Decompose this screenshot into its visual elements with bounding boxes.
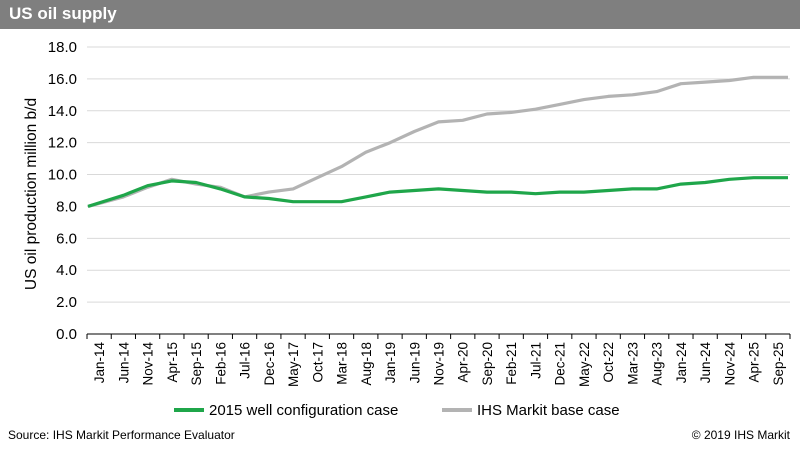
y-axis-ticks: 0.0 2.0 4.0 6.0 8.0 10.0 12.0 14.0 16.0 18.0: [48, 39, 77, 343]
y-tick-label: 16.0: [48, 71, 77, 88]
x-tick-label: Oct-17: [310, 342, 325, 383]
line-chart: 0.0 2.0 4.0 6.0 8.0 10.0 12.0 14.0 16.0 18.0 Jan-…: [23, 39, 791, 387]
x-tick-label: Feb-21: [504, 342, 519, 385]
x-tick-label: Nov-19: [432, 342, 447, 386]
x-tick-label: Feb-16: [213, 342, 228, 385]
gridlines: [87, 46, 790, 303]
legend-label: 2015 well configuration case: [209, 402, 399, 419]
x-axis-ticks: Jan-14 Jun-14 Nov-14 Apr-15 Sep-15 Feb-16 Jul-…: [86, 334, 791, 387]
legend-item-base-case: IHS Markit base case: [442, 402, 620, 419]
x-tick-label: Jul-16: [238, 342, 253, 379]
x-tick-label: Mar-18: [335, 342, 350, 385]
y-tick-label: 10.0: [48, 167, 77, 184]
x-tick-label: Mar-23: [625, 342, 640, 385]
y-tick-label: 4.0: [56, 262, 77, 279]
y-tick-label: 6.0: [56, 230, 77, 247]
x-tick-label: Jul-21: [528, 342, 543, 379]
x-tick-label: Sep-15: [189, 342, 204, 386]
source-note: Source: IHS Markit Performance Evaluator: [8, 428, 235, 442]
chart-title: US oil supply: [9, 4, 117, 23]
title-bar: US oil supply: [0, 0, 800, 29]
y-tick-label: 18.0: [48, 39, 77, 56]
legend-label: IHS Markit base case: [477, 402, 620, 419]
x-tick-label: Apr-25: [747, 342, 762, 383]
y-tick-label: 8.0: [56, 198, 77, 215]
x-tick-label: Jun-24: [698, 342, 713, 384]
y-axis-label: US oil production million b/d: [23, 98, 40, 290]
x-tick-label: Jun-19: [407, 342, 422, 383]
legend-swatch-green: [174, 408, 204, 413]
x-tick-label: Sep-25: [771, 342, 786, 386]
x-tick-label: Jan-19: [383, 342, 398, 383]
x-tick-label: Jan-24: [674, 342, 689, 384]
y-tick-label: 12.0: [48, 135, 77, 152]
y-tick-label: 2.0: [56, 294, 77, 311]
x-tick-label: Nov-24: [722, 342, 737, 386]
legend-item-well-config: 2015 well configuration case: [174, 402, 398, 419]
series-line-0: [87, 176, 788, 208]
legend-swatch-gray: [442, 408, 472, 413]
y-tick-label: 0.0: [56, 326, 77, 343]
x-tick-label: May-17: [286, 342, 301, 387]
x-tick-label: Aug-18: [359, 342, 374, 386]
x-tick-label: Jan-14: [92, 342, 107, 384]
x-tick-label: Apr-15: [165, 342, 180, 383]
x-tick-label: Sep-20: [480, 342, 495, 386]
x-tick-label: Dec-16: [262, 342, 277, 386]
x-tick-label: Dec-21: [553, 342, 568, 386]
copyright-note: © 2019 IHS Markit: [691, 428, 790, 442]
x-tick-label: Oct-22: [601, 342, 616, 383]
y-tick-label: 14.0: [48, 103, 77, 120]
x-tick-label: May-22: [577, 342, 592, 387]
x-tick-label: Jun-14: [116, 342, 131, 384]
x-tick-label: Nov-14: [141, 342, 156, 386]
x-tick-label: Aug-23: [650, 342, 665, 386]
series-lines: [87, 75, 788, 208]
series-line-1: [87, 75, 788, 208]
x-tick-label: Apr-20: [456, 342, 471, 383]
